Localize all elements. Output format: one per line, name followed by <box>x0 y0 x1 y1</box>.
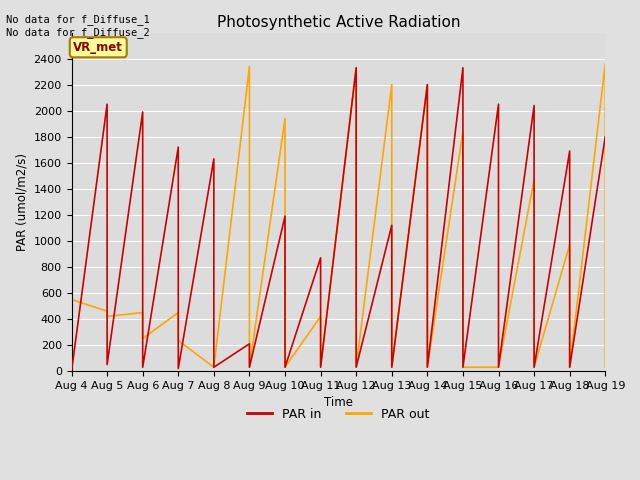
X-axis label: Time: Time <box>324 396 353 409</box>
Text: No data for f_Diffuse_1
No data for f_Diffuse_2: No data for f_Diffuse_1 No data for f_Di… <box>6 14 150 38</box>
Y-axis label: PAR (umol/m2/s): PAR (umol/m2/s) <box>15 153 28 251</box>
Text: VR_met: VR_met <box>74 41 123 54</box>
Title: Photosynthetic Active Radiation: Photosynthetic Active Radiation <box>216 15 460 30</box>
Legend: PAR in, PAR out: PAR in, PAR out <box>242 403 435 426</box>
